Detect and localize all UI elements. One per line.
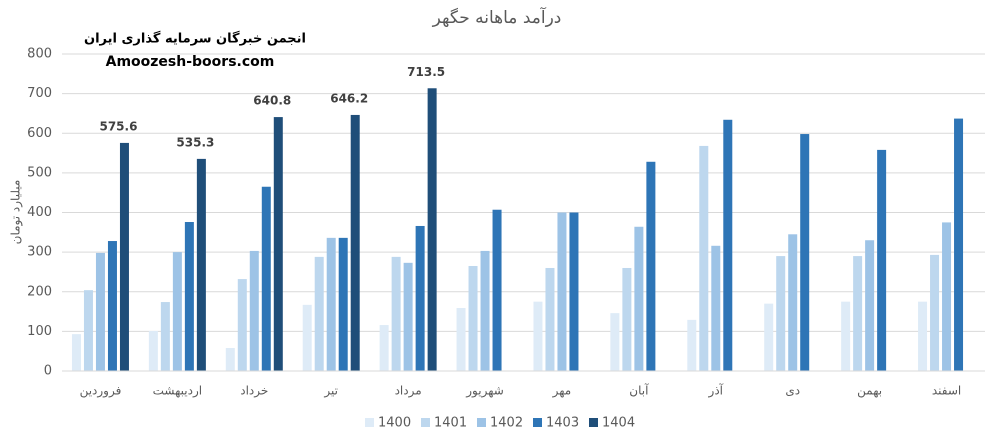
legend-swatch (477, 418, 486, 427)
value-label: 646.2 (330, 91, 368, 105)
bar (119, 142, 129, 371)
legend-label: 1400 (378, 416, 411, 431)
bar (776, 256, 786, 371)
bar (764, 303, 774, 371)
bar (699, 145, 709, 371)
bar (83, 290, 93, 371)
x-tick-label: تیر (323, 384, 338, 399)
bar (533, 301, 543, 371)
bar (314, 256, 324, 371)
bar (391, 256, 401, 371)
bar (877, 149, 887, 371)
y-tick-label: 600 (27, 126, 52, 141)
bar (865, 240, 875, 371)
bar (800, 134, 810, 371)
value-label: 535.3 (176, 135, 214, 149)
y-tick-label: 200 (27, 284, 52, 299)
bar (261, 186, 271, 371)
bar (954, 118, 964, 372)
legend-swatch (421, 418, 430, 427)
legend-swatch (533, 418, 542, 427)
value-label: 575.6 (99, 119, 137, 133)
x-tick-label: شهریور (465, 384, 504, 399)
x-tick-label: بهمن (857, 384, 882, 399)
bar (95, 252, 105, 371)
bar (788, 234, 798, 371)
y-tick-label: 800 (27, 47, 52, 62)
bar (273, 117, 283, 371)
y-axis-label: میلیارد تومان (9, 180, 24, 245)
bar (646, 161, 656, 371)
bar (930, 254, 940, 371)
chart-title: درآمد ماهانه حگهر (432, 6, 562, 28)
bar (196, 158, 206, 371)
legend-swatch (589, 418, 598, 427)
bar (326, 237, 336, 371)
bar (853, 256, 863, 371)
y-tick-label: 0 (44, 364, 52, 379)
legend-label: 1402 (490, 416, 523, 431)
bar (622, 267, 632, 371)
legend-label: 1404 (602, 416, 635, 431)
bar (634, 226, 644, 371)
bar (107, 241, 117, 371)
bar (302, 304, 312, 371)
bar (237, 279, 247, 371)
bar (841, 301, 851, 371)
bar (184, 222, 194, 371)
bar (160, 302, 170, 371)
legend-label: 1401 (434, 416, 467, 431)
value-label: 640.8 (253, 94, 291, 108)
x-tick-label: اسفند (932, 384, 961, 398)
y-tick-label: 300 (27, 245, 52, 260)
bar (557, 212, 567, 371)
bar (71, 334, 81, 371)
value-label: 713.5 (407, 65, 445, 79)
bar (427, 88, 437, 371)
bar (172, 252, 182, 371)
bar (249, 250, 259, 371)
annotation: Amoozesh-boors.com (106, 54, 275, 70)
x-tick-label: آبان (629, 383, 649, 398)
bar (569, 212, 579, 371)
bar (610, 313, 620, 371)
y-tick-label: 700 (27, 86, 52, 101)
bar (403, 262, 413, 371)
legend-label: 1403 (546, 416, 579, 431)
y-tick-label: 500 (27, 165, 52, 180)
bar (492, 209, 502, 371)
y-tick-label: 100 (27, 324, 52, 339)
legend-swatch (365, 418, 374, 427)
x-tick-label: آذر (708, 383, 724, 399)
bar (148, 330, 158, 371)
bar (480, 250, 490, 371)
bar (456, 307, 466, 371)
bar (711, 245, 721, 371)
x-tick-label: مهر (552, 384, 572, 399)
bar (918, 301, 928, 371)
bar (338, 237, 348, 371)
x-tick-label: اردیبهشت (153, 384, 202, 399)
bar (350, 114, 360, 372)
bar (545, 267, 555, 371)
bar (942, 222, 952, 371)
x-tick-label: خرداد (240, 384, 268, 399)
bar (687, 319, 697, 371)
bar (415, 225, 425, 371)
bar (379, 325, 389, 371)
y-tick-label: 400 (27, 205, 52, 220)
bar (723, 119, 733, 371)
x-tick-label: فروردین (80, 384, 122, 399)
bar (225, 348, 235, 371)
x-tick-label: مرداد (395, 384, 422, 399)
x-tick-label: دی (785, 384, 800, 398)
bar (468, 265, 478, 371)
annotation: انجمن خبرگان سرمایه گذاری ایران (84, 31, 306, 47)
